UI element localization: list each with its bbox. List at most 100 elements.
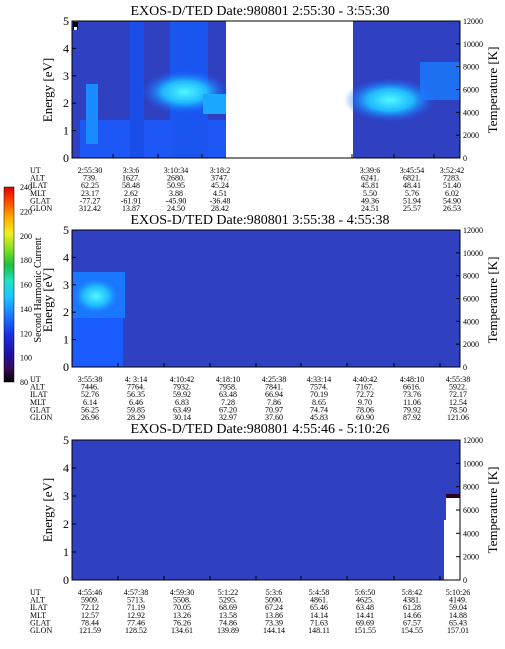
table-cell: 65.43 (449, 618, 467, 627)
table-row-label: MLT (30, 189, 46, 198)
panel-3-dark-segment (446, 494, 460, 498)
table-cell: 128.52 (125, 626, 147, 635)
table-cell: 6.14 (83, 398, 97, 407)
table-row-label: UT (30, 166, 41, 175)
table-cell: 66.94 (265, 390, 283, 399)
y2-tick-label: 0 (463, 154, 467, 163)
y-tick-label: 1 (63, 333, 69, 347)
panel-1-band-left (86, 84, 98, 144)
table-cell: 2.62 (124, 189, 138, 198)
table-cell: -77.27 (80, 196, 101, 205)
table-cell: 72.12 (81, 603, 99, 612)
panel-3-plot-background (72, 440, 460, 580)
panel-3-white-edge (444, 520, 447, 580)
table-cell: 3747. (211, 174, 229, 183)
table-cell: 26.53 (443, 204, 461, 213)
table-cell: 7.28 (221, 398, 235, 407)
table-cell: 4:55:38 (446, 375, 470, 384)
table-cell: 6821. (403, 174, 421, 183)
table-cell: 7283. (443, 174, 461, 183)
table-cell: 5:4:58 (309, 588, 329, 597)
table-cell: 4625. (356, 596, 374, 605)
panel-2-y2label: Temperature [K] (485, 257, 500, 344)
panel-2-plot-background (72, 230, 460, 367)
table-cell: 60.90 (356, 413, 374, 422)
table-cell: 144.14 (263, 626, 285, 635)
y-tick-label: 4 (63, 461, 69, 475)
table-cell: 6241. (361, 174, 379, 183)
table-cell: 52.76 (81, 390, 99, 399)
table-cell: 739. (83, 174, 97, 183)
panel-3-white-segment (446, 498, 460, 580)
table-cell: -61.91 (121, 196, 142, 205)
table-cell: 23.17 (81, 189, 99, 198)
y2-tick-label: 2000 (463, 131, 479, 140)
table-cell: 2680. (167, 174, 185, 183)
colorbar-tick-label: 140 (20, 305, 32, 314)
table-cell: 12.92 (127, 611, 145, 620)
table-cell: 51.40 (443, 181, 461, 190)
table-cell: 56.35 (127, 390, 145, 399)
table-cell: 13.86 (265, 611, 283, 620)
table-cell: 45.24 (211, 181, 229, 190)
colorbar-tick-label: 160 (20, 281, 32, 290)
y-tick-label: 2 (63, 517, 69, 531)
y-tick-label: 3 (63, 69, 69, 83)
table-cell: 71.19 (127, 603, 145, 612)
table-cell: 7574. (310, 383, 328, 392)
table-cell: 79.92 (403, 405, 421, 414)
y2-tick-label: 4000 (463, 529, 479, 538)
y2-tick-label: 6000 (463, 506, 479, 515)
y2-tick-label: 10000 (463, 40, 483, 49)
panel-1-y2-ticks: 0 2000 4000 6000 8000 10000 12000 (456, 17, 483, 163)
table-cell: 63.48 (356, 603, 374, 612)
y-tick-label: 0 (63, 573, 69, 587)
table-cell: 56.25 (81, 405, 99, 414)
table-cell: 14.41 (356, 611, 374, 620)
table-cell: 121.59 (79, 626, 101, 635)
table-cell: 73.76 (403, 390, 421, 399)
table-cell: 62.25 (81, 181, 99, 190)
table-cell: 13.87 (122, 204, 140, 213)
table-cell: 3:55:38 (78, 375, 102, 384)
panel-1: EXOS-D/TED Date:980801 2:55:30 - 3:55:30… (30, 4, 500, 213)
table-cell: 14.88 (449, 611, 467, 620)
table-cell: 50.95 (167, 181, 185, 190)
y2-tick-label: 6000 (463, 86, 479, 95)
y2-tick-label: 8000 (463, 272, 479, 281)
table-row-label: GLAT (30, 405, 51, 414)
y2-tick-label: 4000 (463, 317, 479, 326)
y2-tick-label: 2000 (463, 340, 479, 349)
y-tick-label: 5 (63, 14, 69, 28)
table-cell: 67.24 (265, 603, 283, 612)
table-row-label: ALT (30, 174, 45, 183)
table-row-label: MLT (30, 611, 46, 620)
table-cell: 59.92 (173, 390, 191, 399)
colorbar-label: Second Harmonic Current (33, 237, 44, 342)
y2-tick-label: 4000 (463, 108, 479, 117)
table-cell: 76.26 (173, 618, 191, 627)
panel-1-band-right-left (203, 94, 226, 114)
table-cell: 28.42 (211, 204, 229, 213)
table-cell: 63.48 (219, 390, 237, 399)
table-cell: 5090. (265, 596, 283, 605)
panel-3-y-ticks: 0 1 2 3 4 5 (63, 433, 76, 587)
table-cell: 48.41 (403, 181, 421, 190)
colorbar-tick-label: 100 (20, 354, 32, 363)
y-tick-label: 3 (63, 489, 69, 503)
colorbar-tick-label: 80 (20, 378, 28, 387)
table-cell: 4:48:10 (400, 375, 424, 384)
y2-tick-label: 12000 (463, 436, 483, 445)
table-row-label: UT (30, 375, 41, 384)
table-cell: 37.60 (265, 413, 283, 422)
y-tick-label: 3 (63, 278, 69, 292)
table-cell: 59.04 (449, 603, 467, 612)
colorbar: Second Harmonic Current 80 100 120 140 160 18… (3, 183, 44, 387)
table-cell: 70.19 (310, 390, 328, 399)
panel-2-emission-band (70, 276, 122, 316)
table-cell: 157.01 (447, 626, 469, 635)
table-cell: 121.06 (447, 413, 469, 422)
table-row-label: ILAT (30, 181, 47, 190)
y2-tick-label: 8000 (463, 483, 479, 492)
